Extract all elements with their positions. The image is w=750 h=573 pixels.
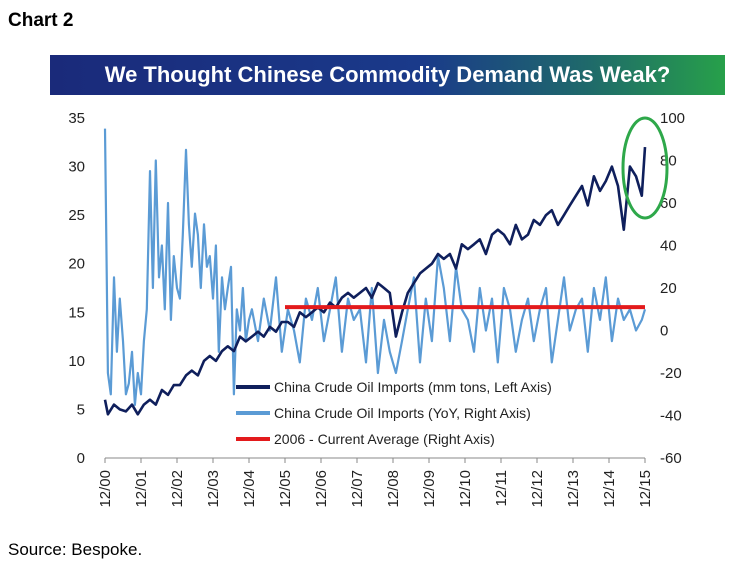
right-axis-tick-label: 0 [660,323,668,340]
highlight-circle [621,116,669,220]
right-axis-tick-label: 40 [660,238,677,255]
x-axis-tick-label: 12/15 [637,470,654,508]
x-axis-tick-label: 12/05 [277,470,294,508]
series-line-1 [103,128,647,406]
x-axis-tick-label: 12/10 [457,470,474,508]
chart-label: Chart 2 [8,10,74,31]
source-note: Source: Bespoke. [8,540,143,559]
right-axis-tick-label: -60 [660,450,682,467]
right-axis-tick-label: 20 [660,280,677,297]
left-axis-tick-label: 20 [68,256,85,273]
left-axis-tick-label: 15 [68,304,85,321]
right-axis-tick-label: 80 [660,153,677,170]
x-axis-tick-label: 12/12 [529,470,546,508]
legend-label-0: China Crude Oil Imports (mm tons, Left A… [274,379,552,395]
right-axis-tick-label: -20 [660,365,682,382]
left-axis-tick-label: 0 [77,450,85,467]
x-axis-tick-label: 12/02 [169,470,186,508]
chart-title: We Thought Chinese Commodity Demand Was … [50,55,725,95]
x-axis-tick-label: 12/14 [601,470,618,508]
x-axis-tick-label: 12/11 [493,470,510,506]
right-axis-tick-label: 60 [660,195,677,212]
left-axis-tick-label: 25 [68,207,85,224]
left-axis-tick-label: 30 [68,159,85,176]
x-axis-tick-label: 12/01 [133,470,150,508]
x-axis-tick-label: 12/03 [205,470,222,508]
legend-label-2: 2006 - Current Average (Right Axis) [274,431,495,447]
x-axis-tick-label: 12/09 [421,470,438,508]
x-axis-tick-label: 12/08 [385,470,402,508]
x-axis-tick-label: 12/06 [313,470,330,508]
series-line-0 [103,147,647,416]
x-axis-tick-label: 12/07 [349,470,366,508]
left-axis-tick-label: 10 [68,353,85,370]
x-axis-tick-label: 12/04 [241,470,258,508]
x-axis-tick-label: 12/00 [97,470,114,508]
x-axis-tick-label: 12/13 [565,470,582,508]
right-axis-tick-label: -40 [660,408,682,425]
left-axis-tick-label: 5 [77,401,85,418]
right-axis-tick-label: 100 [660,110,685,127]
legend-label-1: China Crude Oil Imports (YoY, Right Axis… [274,405,531,421]
left-axis-tick-label: 35 [68,110,85,127]
